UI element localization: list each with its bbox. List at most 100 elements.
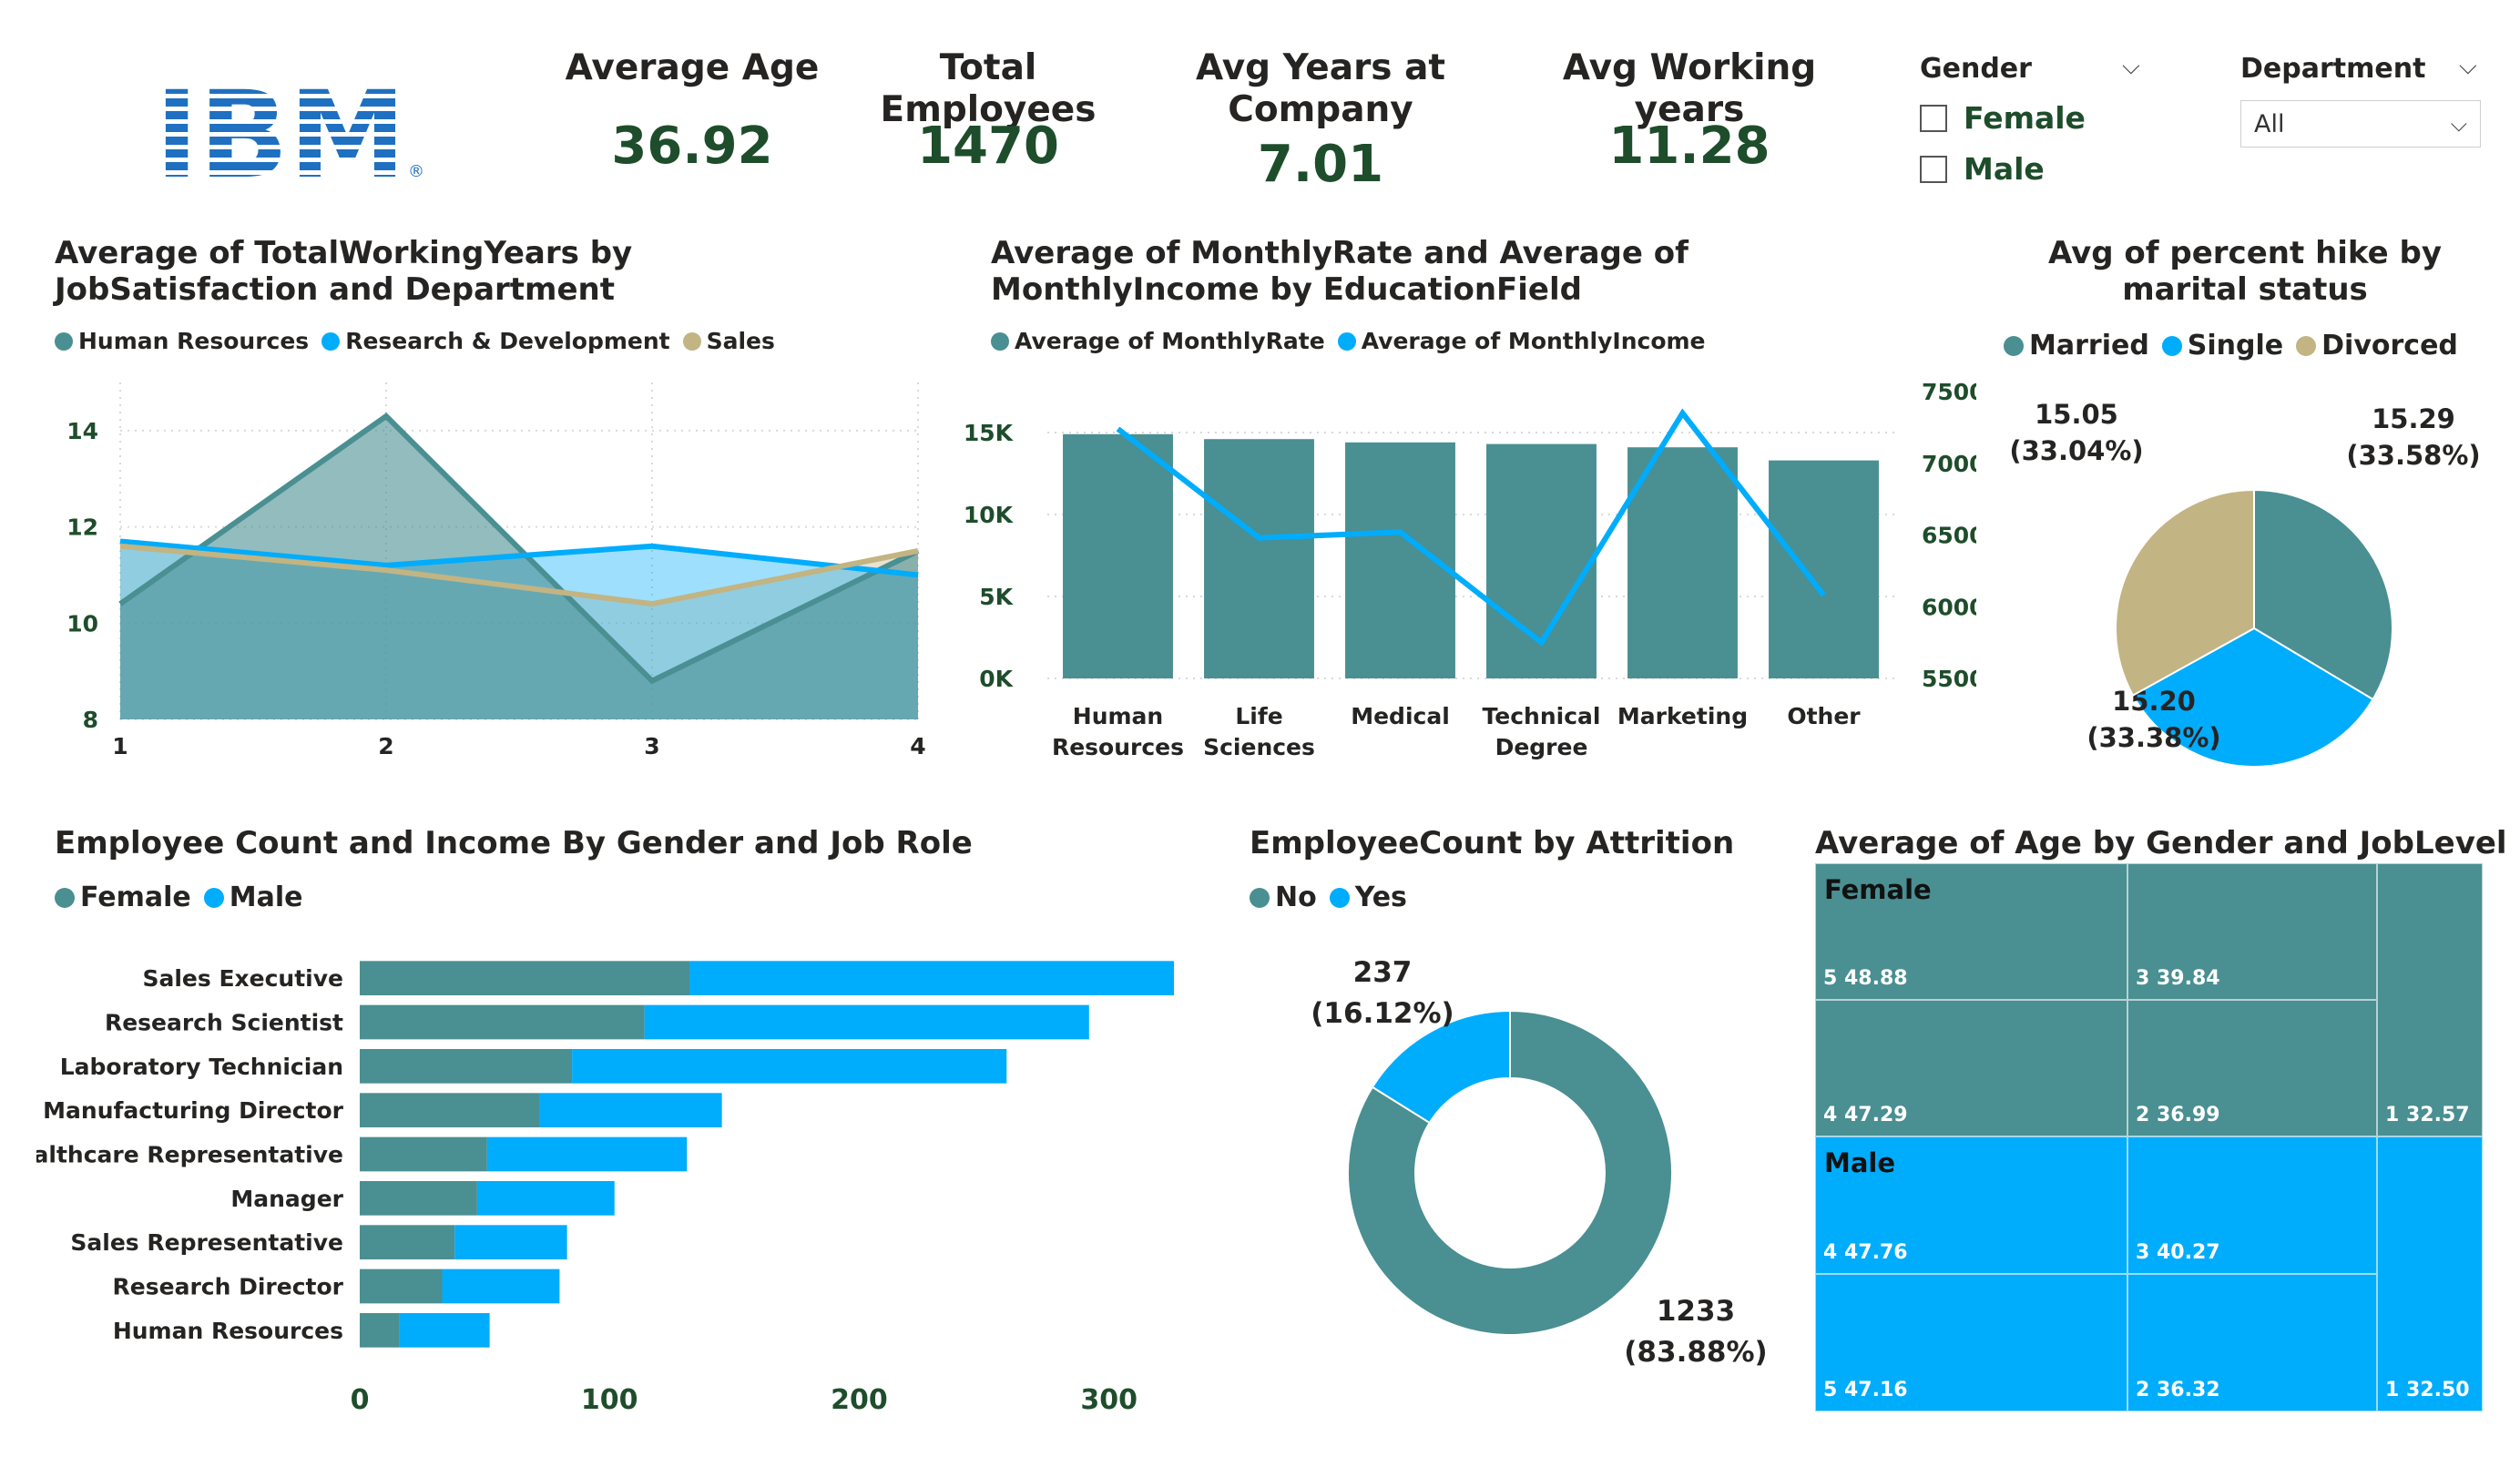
treemap-cell-label: 1 32.57 — [2385, 1104, 2470, 1126]
gender-option-female[interactable]: Female — [1920, 100, 2086, 136]
legend-label-male: Male — [229, 881, 303, 913]
bar-male-research-director — [442, 1269, 560, 1304]
y-left-tick-label: 15K — [965, 420, 1015, 446]
legend-label-sales: Sales — [706, 328, 775, 354]
gender-option-female-label: Female — [1964, 100, 2086, 136]
treemap-cell-male-level-1[interactable]: 1 32.50 — [2377, 1136, 2483, 1411]
legend-item-monthly-income[interactable]: Average of MonthlyIncome — [1337, 328, 1706, 354]
x-tick-label: Degree — [1495, 734, 1588, 760]
treemap-group-label: Female — [1824, 874, 1932, 905]
treemap-cell-label: 2 36.99 — [2136, 1104, 2220, 1126]
treemap-cell-male-level-4[interactable]: 4 47.76 — [1815, 1136, 2127, 1274]
chart-title-gender-job-role: Employee Count and Income By Gender and … — [55, 825, 973, 861]
x-tick-label: Resources — [1052, 734, 1184, 760]
donut-slice-no — [1347, 1009, 1673, 1336]
legend-label-female: Female — [80, 881, 191, 913]
legend-label-married: Married — [2029, 330, 2149, 362]
legend-attrition: No Yes — [1250, 881, 1420, 913]
legend-percent-hike: Married Single Divorced — [2004, 330, 2471, 362]
treemap-cell-male-level-2[interactable]: 2 36.32 — [2127, 1274, 2377, 1411]
treemap-cell-label: 4 47.76 — [1823, 1241, 1908, 1264]
pie-label-value: 15.20 — [2112, 686, 2196, 717]
ibm-logo: IBM ® — [153, 66, 426, 206]
chevron-down-icon[interactable]: ⌵ — [2122, 53, 2140, 80]
legend-label-single: Single — [2187, 330, 2284, 362]
checkbox-male[interactable] — [1920, 155, 1947, 183]
checkbox-female[interactable] — [1920, 104, 1947, 132]
donut-label-percent: (16.12%) — [1311, 997, 1454, 1030]
legend-item-female[interactable]: Female — [55, 881, 191, 913]
treemap-group-male[interactable]: 4 47.76 3 40.27 5 47.16 2 36.32 1 32.50 Male — [1815, 1136, 2483, 1411]
legend-item-yes[interactable]: Yes — [1329, 881, 1407, 913]
chevron-down-icon: ⌵ — [2450, 111, 2467, 137]
legend-monthly-rate-income: Average of MonthlyRate Average of Monthl… — [991, 328, 1719, 354]
legend-label-divorced: Divorced — [2321, 330, 2458, 362]
department-dropdown[interactable]: All ⌵ — [2240, 100, 2481, 148]
line-human-resources — [118, 413, 920, 685]
treemap-cell-female-level-1[interactable]: 1 32.57 — [2377, 863, 2483, 1136]
legend-item-research-development[interactable]: Research & Development — [321, 328, 670, 354]
y-tick-label: Healthcare Representative — [36, 1142, 343, 1168]
legend-item-no[interactable]: No — [1250, 881, 1317, 913]
donut-label-value: 1233 — [1657, 1295, 1735, 1328]
x-tick-label: Other — [1787, 703, 1861, 729]
treemap-cell-male-level-5[interactable]: 5 47.16 — [1815, 1274, 2127, 1411]
legend-dot-female — [55, 887, 75, 908]
treemap-cell-female-level-4[interactable]: 4 47.29 — [1815, 1000, 2127, 1136]
chart-title-percent-hike: Avg of percent hike by marital status — [2047, 235, 2443, 308]
gender-option-male[interactable]: Male — [1920, 151, 2045, 187]
kpi-total-employees-title: Total Employees — [880, 47, 1097, 130]
legend-gender-job-role: Female Male — [55, 881, 316, 913]
y-right-tick-label: 7000 — [1922, 451, 1976, 477]
legend-item-sales[interactable]: Sales — [682, 328, 775, 354]
bar-male-research-scientist — [644, 1004, 1089, 1040]
ibm-logo-text: IBM — [155, 73, 406, 182]
x-tick-label: 2 — [378, 733, 393, 759]
treemap-group-female[interactable]: 5 48.88 3 39.84 4 47.29 2 36.99 1 32.57 Femal… — [1815, 863, 2483, 1136]
y-left-tick-label: 0K — [979, 666, 1014, 692]
legend-item-married[interactable]: Married — [2004, 330, 2149, 362]
chevron-down-icon[interactable]: ⌵ — [2459, 53, 2477, 80]
legend-item-human-resources[interactable]: Human Resources — [55, 328, 309, 354]
legend-dot-married — [2004, 335, 2024, 356]
x-tick-label: 200 — [831, 1384, 888, 1416]
y-left-tick-label: 10K — [965, 502, 1015, 528]
bar-monthly-rate-marketing — [1627, 447, 1738, 678]
legend-item-divorced[interactable]: Divorced — [2296, 330, 2458, 362]
legend-item-monthly-rate[interactable]: Average of MonthlyRate — [991, 328, 1325, 354]
kpi-total-employees-value: 1470 — [917, 117, 1059, 176]
y-tick-label: 12 — [66, 515, 98, 541]
treemap-cell-female-level-5[interactable]: 5 48.88 — [1815, 863, 2127, 1000]
y-tick-label: 10 — [66, 610, 98, 637]
donut-label-value: 237 — [1353, 956, 1413, 989]
treemap-cell-female-level-2[interactable]: 2 36.99 — [2127, 1000, 2377, 1136]
legend-item-single[interactable]: Single — [2161, 330, 2284, 362]
ibm-logo-registered: ® — [408, 162, 424, 181]
bar-female-research-scientist — [360, 1004, 645, 1040]
treemap-cell-male-level-3[interactable]: 3 40.27 — [2127, 1136, 2377, 1274]
bar-male-sales-executive — [689, 961, 1175, 996]
y-tick-label: Human Resources — [113, 1318, 343, 1344]
legend-dot-monthly-income — [1337, 331, 1356, 351]
x-tick-label: 100 — [581, 1384, 638, 1416]
bar-male-human-resources — [399, 1312, 490, 1348]
treemap-cell-female-level-3[interactable]: 3 39.84 — [2127, 863, 2377, 1000]
kpi-avg-years-company-title: Avg Years at Company — [1195, 47, 1446, 130]
bar-female-healthcare-representative — [360, 1136, 487, 1172]
bar-male-manufacturing-director — [539, 1093, 722, 1128]
gender-slicer-title: Gender — [1920, 53, 2032, 85]
treemap-cell-label: 2 36.32 — [2136, 1379, 2220, 1401]
gender-option-male-label: Male — [1964, 151, 2045, 187]
chart-title-age-gender-joblevel: Average of Age by Gender and JobLevel — [1815, 825, 2507, 861]
x-tick-label: Medical — [1351, 703, 1450, 729]
y-right-tick-label: 5500 — [1922, 666, 1976, 692]
legend-item-male[interactable]: Male — [203, 881, 303, 913]
y-tick-label: Research Director — [113, 1274, 344, 1300]
bar-male-healthcare-representative — [486, 1136, 688, 1172]
attrition-donut-chart: 1233 (83.88%) 237 (16.12%) — [1311, 956, 1767, 1369]
pie-slice-married — [2253, 488, 2393, 701]
x-tick-label: Sciences — [1203, 734, 1315, 760]
x-tick-label: Human — [1073, 703, 1163, 729]
pie-label-percent: (33.04%) — [2009, 435, 2143, 466]
